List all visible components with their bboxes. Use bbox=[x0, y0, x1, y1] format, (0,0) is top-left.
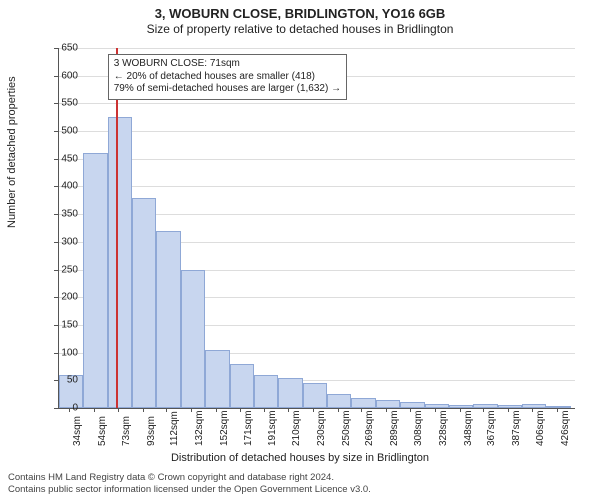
y-tick-label: 250 bbox=[48, 264, 78, 275]
x-tick-label: 387sqm bbox=[511, 410, 522, 446]
histogram-bar bbox=[400, 402, 424, 408]
x-tick-label: 289sqm bbox=[389, 410, 400, 446]
x-tick-label: 54sqm bbox=[97, 416, 108, 446]
histogram-bar bbox=[473, 404, 497, 408]
x-tick-label: 348sqm bbox=[463, 410, 474, 446]
y-tick-label: 600 bbox=[48, 70, 78, 81]
histogram-bar bbox=[278, 378, 302, 408]
x-tick-label: 34sqm bbox=[72, 416, 83, 446]
histogram-bar bbox=[230, 364, 254, 408]
histogram-bar bbox=[205, 350, 229, 408]
histogram-bar bbox=[132, 198, 156, 408]
histogram-bar bbox=[181, 270, 205, 408]
x-tick-label: 250sqm bbox=[341, 410, 352, 446]
footer-line: Contains HM Land Registry data © Crown c… bbox=[8, 472, 592, 484]
x-tick-label: 269sqm bbox=[364, 410, 375, 446]
chart-subtitle: Size of property relative to detached ho… bbox=[0, 22, 600, 36]
y-tick-label: 200 bbox=[48, 292, 78, 303]
x-tick-label: 191sqm bbox=[267, 410, 278, 446]
histogram-bar bbox=[351, 398, 375, 408]
histogram-bar bbox=[376, 400, 400, 408]
chart-title: 3, WOBURN CLOSE, BRIDLINGTON, YO16 6GB bbox=[0, 6, 600, 21]
plot-area bbox=[58, 48, 575, 409]
histogram-bar bbox=[83, 153, 107, 408]
y-tick-label: 100 bbox=[48, 347, 78, 358]
y-axis-label: Number of detached properties bbox=[6, 76, 18, 228]
histogram-bar bbox=[498, 405, 522, 408]
y-tick-label: 650 bbox=[48, 43, 78, 54]
x-tick-label: 132sqm bbox=[194, 410, 205, 446]
y-tick-label: 500 bbox=[48, 126, 78, 137]
y-tick-label: 150 bbox=[48, 319, 78, 330]
footer: Contains HM Land Registry data © Crown c… bbox=[8, 472, 592, 496]
y-tick-label: 300 bbox=[48, 236, 78, 247]
histogram-bar bbox=[546, 406, 570, 408]
histogram-bar bbox=[108, 117, 132, 408]
y-tick-label: 550 bbox=[48, 98, 78, 109]
marker-line bbox=[116, 48, 118, 408]
x-tick-label: 73sqm bbox=[121, 416, 132, 446]
annotation-line: 79% of semi-detached houses are larger (… bbox=[114, 83, 341, 96]
histogram-bar bbox=[156, 231, 180, 408]
x-tick-label: 210sqm bbox=[291, 410, 302, 446]
y-tick-label: 0 bbox=[48, 403, 78, 414]
y-tick-label: 450 bbox=[48, 153, 78, 164]
y-tick-label: 350 bbox=[48, 209, 78, 220]
y-tick-label: 50 bbox=[48, 375, 78, 386]
x-tick-label: 112sqm bbox=[169, 411, 180, 446]
x-tick-label: 93sqm bbox=[146, 416, 157, 446]
x-tick-label: 308sqm bbox=[413, 410, 424, 446]
x-tick-label: 171sqm bbox=[243, 410, 254, 446]
x-tick-label: 406sqm bbox=[535, 410, 546, 446]
histogram-bar bbox=[449, 405, 473, 408]
annotation-box: 3 WOBURN CLOSE: 71sqm ← 20% of detached … bbox=[108, 54, 347, 100]
histogram-bar bbox=[327, 394, 351, 408]
annotation-line: 3 WOBURN CLOSE: 71sqm bbox=[114, 58, 341, 71]
x-tick-label: 367sqm bbox=[486, 410, 497, 446]
x-tick-label: 426sqm bbox=[560, 410, 571, 446]
x-tick-label: 328sqm bbox=[438, 410, 449, 446]
annotation-line: ← 20% of detached houses are smaller (41… bbox=[114, 71, 341, 84]
x-axis-label: Distribution of detached houses by size … bbox=[0, 452, 600, 464]
histogram-bar bbox=[522, 404, 546, 408]
bars-layer bbox=[59, 48, 575, 408]
x-tick-label: 230sqm bbox=[316, 410, 327, 446]
histogram-bar bbox=[303, 383, 327, 408]
histogram-bar bbox=[254, 375, 278, 408]
histogram-bar bbox=[425, 404, 449, 408]
x-tick-label: 152sqm bbox=[219, 410, 230, 446]
footer-line: Contains public sector information licen… bbox=[8, 484, 592, 496]
y-tick-label: 400 bbox=[48, 181, 78, 192]
